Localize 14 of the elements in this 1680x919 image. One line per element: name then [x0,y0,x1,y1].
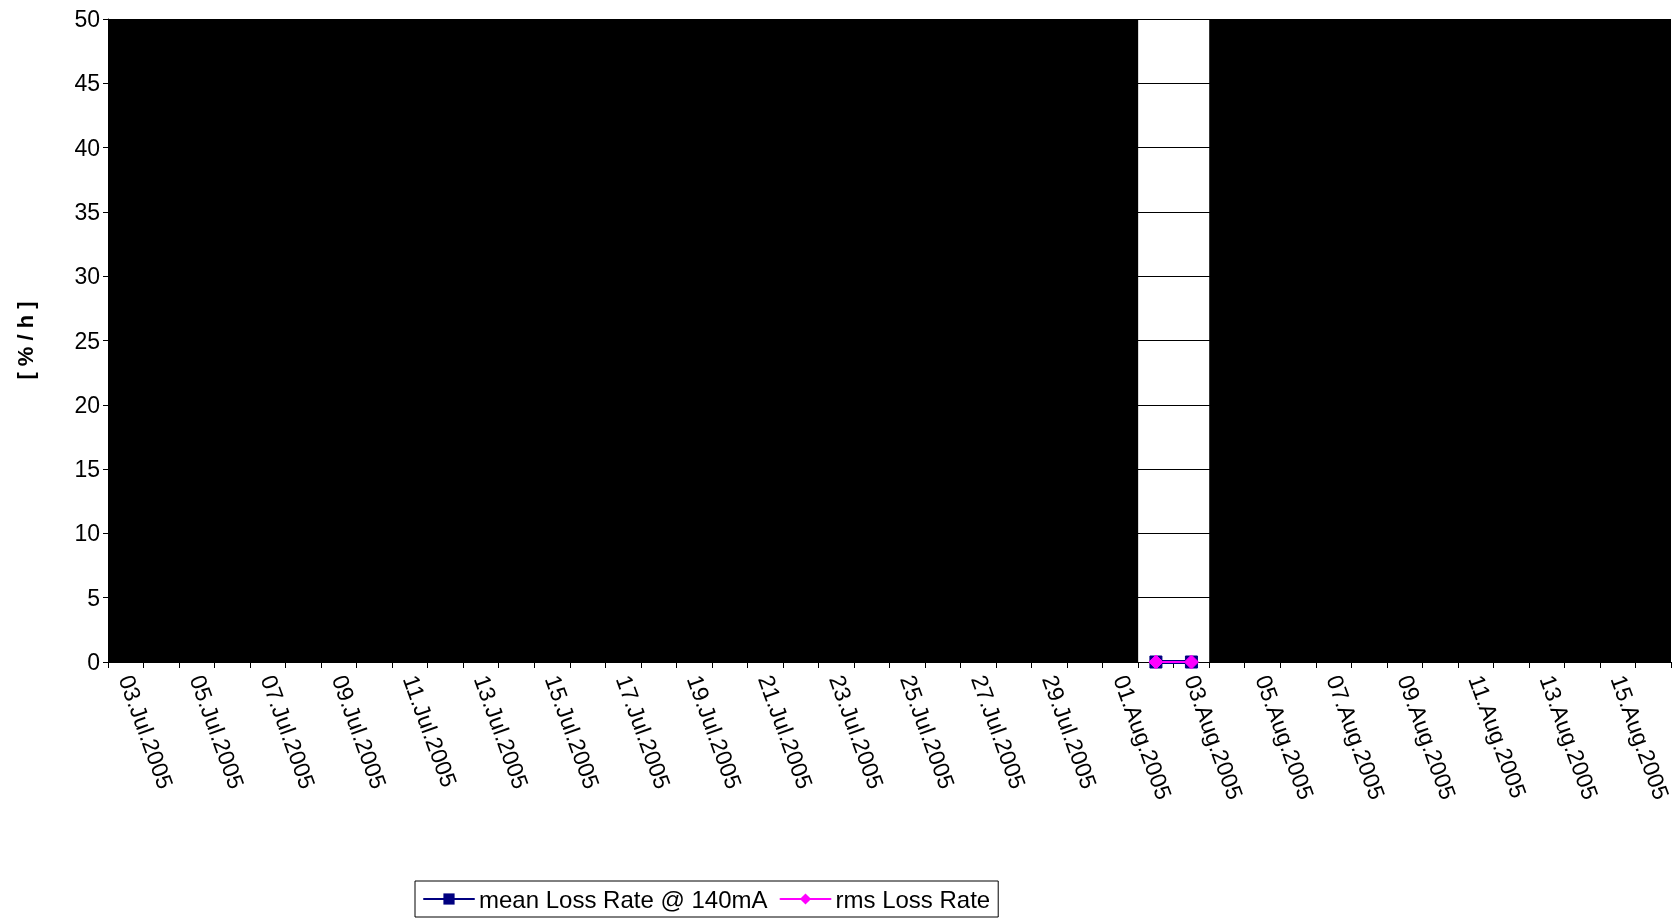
y-tick-label: 20 [74,391,100,418]
y-tick-label: 25 [74,327,100,354]
legend-label: mean Loss Rate @ 140mA [479,885,768,913]
y-axis-title: [ % / h ] [12,301,38,380]
y-tick-label: 35 [74,198,100,225]
y-tick-label: 45 [74,70,100,97]
y-tick-label: 40 [74,134,100,161]
y-tick-label: 0 [87,649,100,675]
legend-label: rms Loss Rate [835,885,991,913]
y-tick-label: 10 [74,520,100,547]
y-tick-label: 50 [74,6,100,32]
y-tick-label: 15 [74,456,100,483]
y-tick-label: 30 [74,263,100,290]
y-tick-label: 5 [87,584,100,611]
